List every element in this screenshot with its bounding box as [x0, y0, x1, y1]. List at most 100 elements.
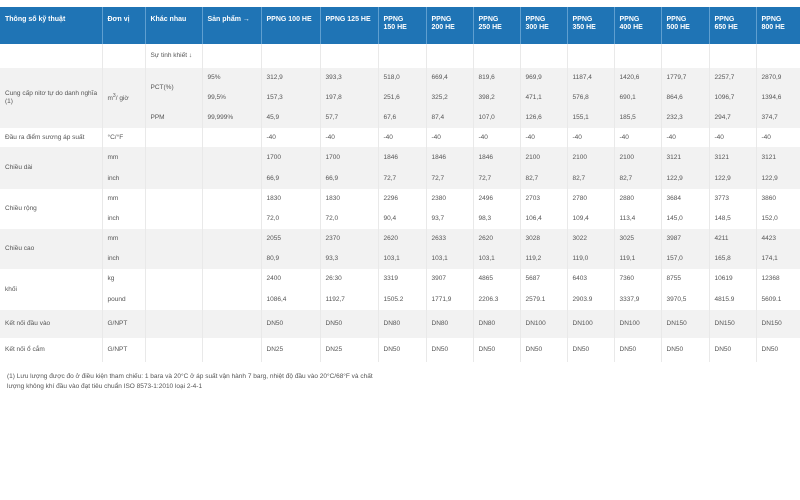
supply-value: 155,1 [567, 108, 615, 128]
inlet-value: DN80 [426, 310, 474, 338]
outlet-value: DN25 [320, 338, 379, 362]
height-mm-value: 2633 [426, 229, 474, 249]
length-mm-value: 1700 [320, 147, 379, 168]
height-inch-value: 119,2 [520, 249, 568, 269]
length-inch-value: 82,7 [614, 168, 662, 189]
header-model: PPNG 500 HE [661, 7, 710, 44]
inlet-value: DN50 [320, 310, 379, 338]
mass-kg-value: 2400 [261, 269, 321, 289]
dew-value: -40 [614, 128, 662, 147]
header-model-line: PPNG [761, 16, 782, 23]
inlet-value: DN100 [567, 310, 615, 338]
supply-unit: m3/ giờ [102, 68, 146, 128]
mass-pound-value: 3970,5 [661, 289, 710, 310]
header-model: PPNG 150 HE [378, 7, 427, 44]
supply-value: 398,2 [473, 88, 521, 108]
width-mm-value: 2380 [426, 189, 474, 209]
width-mm-value: 3684 [661, 189, 710, 209]
supply-value: 157,3 [261, 88, 321, 108]
height-mm-value: 3025 [614, 229, 662, 249]
mass-pound-value: 2206.3 [473, 289, 521, 310]
outlet-value: DN50 [709, 338, 757, 362]
mass-label: khối [0, 269, 103, 310]
supply-value: 185,5 [614, 108, 662, 128]
mass-unit-kg: kg [102, 269, 146, 289]
table-row: pound 1086,4 1192,7 1505.2 1771,9 2206.3 2579… [0, 289, 800, 310]
inlet-value: DN50 [261, 310, 321, 338]
supply-value: 251,6 [378, 88, 427, 108]
mass-kg-value: 7360 [614, 269, 662, 289]
outlet-value: DN50 [661, 338, 710, 362]
mass-kg-value: 5687 [520, 269, 568, 289]
header-model-line: PPNG [714, 16, 735, 23]
inlet-value: DN150 [661, 310, 710, 338]
supply-value: 45,9 [261, 108, 321, 128]
length-label: Chiều dài [0, 147, 103, 189]
width-inch-value: 98,3 [473, 209, 521, 229]
inlet-value: DN80 [473, 310, 521, 338]
header-model-line: PPNG 100 HE [266, 16, 312, 23]
mass-pound-value: 4815.9 [709, 289, 757, 310]
header-model-line: 500 HE [666, 24, 690, 31]
table-row: 99,5% 157,3 197,8 251,6 325,2 398,2 471,1 576,8… [0, 88, 800, 108]
dew-value: -40 [709, 128, 757, 147]
inlet-unit: G/NPT [102, 310, 146, 338]
header-model-line: 150 HE [383, 24, 407, 31]
header-unit: Đơn vị [102, 7, 146, 44]
outlet-value: DN25 [261, 338, 321, 362]
length-inch-value: 66,9 [320, 168, 379, 189]
width-inch-value: 145,0 [661, 209, 710, 229]
supply-value: 1394,6 [756, 88, 800, 108]
header-model-line: 800 HE [761, 24, 785, 31]
mass-pound-value: 1086,4 [261, 289, 321, 310]
mass-kg-value: 26:30 [320, 269, 379, 289]
length-inch-value: 122,9 [709, 168, 757, 189]
dew-value: -40 [426, 128, 474, 147]
supply-purity: 99,999% [202, 108, 262, 128]
length-mm-value: 2100 [520, 147, 568, 168]
width-inch-value: 93,7 [426, 209, 474, 229]
mass-kg-value: 4865 [473, 269, 521, 289]
outlet-value: DN50 [378, 338, 427, 362]
length-inch-value: 122,9 [756, 168, 800, 189]
header-model-line: 200 HE [431, 24, 455, 31]
inlet-value: DN150 [709, 310, 757, 338]
supply-value: 690,1 [614, 88, 662, 108]
header-model-line: PPNG [619, 16, 640, 23]
header-product-label: Sản phẩm [207, 16, 241, 23]
dew-value: -40 [261, 128, 321, 147]
outlet-value: DN50 [473, 338, 521, 362]
header-model: PPNG 125 HE [320, 7, 379, 44]
width-inch-value: 152,0 [756, 209, 800, 229]
header-model-line: PPNG [666, 16, 687, 23]
ppm-label: PPM [145, 108, 203, 128]
height-mm-value: 3028 [520, 229, 568, 249]
inlet-value: DN80 [378, 310, 427, 338]
inlet-value: DN100 [614, 310, 662, 338]
header-model-line: PPNG [383, 16, 404, 23]
table-row: inch 66,9 66,9 72,7 72,7 72,7 82,7 82,7 82,7 122… [0, 168, 800, 189]
header-model: PPNG 800 HE [756, 7, 800, 44]
width-mm-value: 3773 [709, 189, 757, 209]
table-row: Sự tinh khiết ↓ [0, 44, 800, 68]
header-model-line: PPNG [431, 16, 452, 23]
height-inch-value: 103,1 [473, 249, 521, 269]
supply-unit-sup: 3 [112, 93, 116, 100]
width-unit-inch: inch [102, 209, 146, 229]
dew-value: -40 [378, 128, 427, 147]
supply-value: 2870,9 [756, 68, 800, 88]
supply-value: 126,6 [520, 108, 568, 128]
outlet-value: DN50 [614, 338, 662, 362]
supply-label: Cung cấp nitơ tự do danh nghĩa (1) [0, 68, 103, 128]
width-mm-value: 1830 [320, 189, 379, 209]
length-mm-value: 2100 [567, 147, 615, 168]
supply-unit-base: m [107, 95, 113, 103]
height-mm-value: 4211 [709, 229, 757, 249]
supply-purity: 95% [202, 68, 262, 88]
supply-value: 969,9 [520, 68, 568, 88]
supply-value: 471,1 [520, 88, 568, 108]
supply-value: 67,6 [378, 108, 427, 128]
length-inch-value: 72,7 [473, 168, 521, 189]
width-inch-value: 106,4 [520, 209, 568, 229]
height-inch-value: 157,0 [661, 249, 710, 269]
